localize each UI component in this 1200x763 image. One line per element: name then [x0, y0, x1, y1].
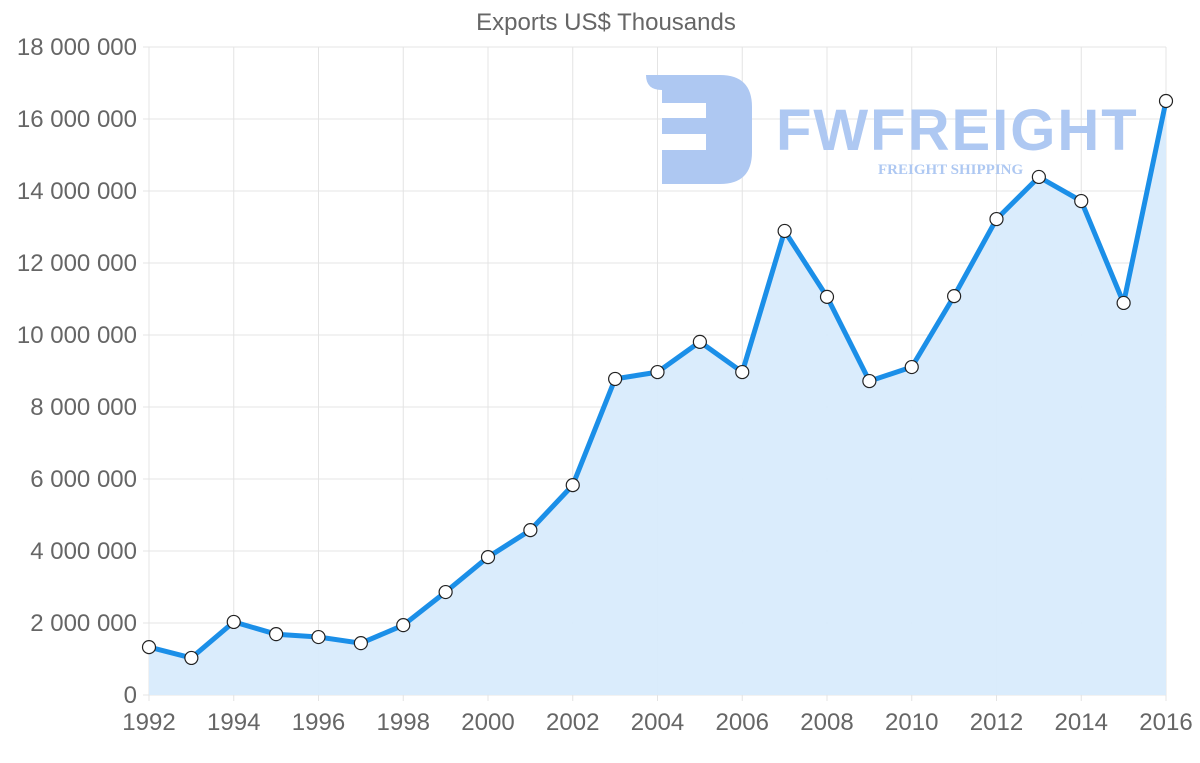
data-point[interactable] [692, 334, 707, 349]
watermark-brand: FWFREIGHT [776, 98, 1139, 163]
data-point[interactable] [184, 650, 199, 666]
data-point[interactable] [989, 211, 1004, 227]
x-tick-label: 1996 [292, 709, 345, 736]
data-point[interactable] [226, 614, 241, 630]
x-tick-label: 1992 [122, 709, 175, 736]
x-tick-label: 2012 [970, 709, 1023, 736]
y-tick-label: 12 000 000 [17, 250, 137, 277]
x-tick-label: 2006 [716, 709, 769, 736]
data-point[interactable] [862, 373, 877, 389]
data-point[interactable] [480, 550, 496, 565]
data-point[interactable] [904, 359, 919, 375]
x-tick-label: 2002 [546, 709, 599, 736]
y-tick-label: 0 [124, 682, 137, 709]
y-tick-label: 14 000 000 [17, 178, 137, 205]
data-point[interactable] [523, 523, 538, 538]
chart-title: Exports US$ Thousands [476, 9, 736, 36]
data-point[interactable] [438, 584, 453, 600]
data-point[interactable] [650, 364, 665, 380]
watermark-logo: FWFREIGHT FREIGHT SHIPPING [646, 75, 1139, 184]
data-point[interactable] [1116, 295, 1131, 311]
data-points [141, 93, 1174, 666]
data-point[interactable] [777, 223, 792, 239]
y-tick-label: 16 000 000 [17, 106, 137, 133]
data-point[interactable] [269, 627, 284, 642]
data-point[interactable] [1031, 169, 1046, 185]
data-point[interactable] [353, 636, 368, 651]
data-point[interactable] [819, 289, 835, 304]
x-tick-label: 2014 [1055, 709, 1108, 736]
y-tick-label: 10 000 000 [17, 322, 137, 349]
area-fill [149, 101, 1166, 695]
x-tick-label: 2016 [1139, 709, 1192, 736]
x-axis: 1992 1994 1996 1998 2000 2002 2004 2006 2008 2010… [122, 709, 1192, 736]
data-point[interactable] [1074, 193, 1089, 209]
data-point[interactable] [311, 629, 326, 645]
x-tick-label: 2000 [461, 709, 514, 736]
data-point[interactable] [141, 640, 157, 655]
y-tick-label: 18 000 000 [17, 34, 137, 61]
x-tick-label: 2008 [800, 709, 853, 736]
fw-logo-icon [646, 75, 752, 184]
data-point[interactable] [1158, 93, 1174, 109]
data-point[interactable] [396, 618, 411, 633]
data-point[interactable] [565, 478, 580, 493]
y-tick-label: 2 000 000 [30, 610, 137, 637]
y-tick-label: 6 000 000 [30, 466, 137, 493]
y-tick-label: 4 000 000 [30, 538, 137, 565]
x-tick-label: 1998 [377, 709, 430, 736]
x-tick-label: 2004 [631, 709, 684, 736]
watermark-tagline: FREIGHT SHIPPING [878, 162, 1023, 178]
data-point[interactable] [735, 364, 750, 380]
y-tick-label: 8 000 000 [30, 394, 137, 421]
x-tick-label: 2010 [885, 709, 938, 736]
data-point[interactable] [608, 371, 623, 387]
x-tick-label: 1994 [207, 709, 260, 736]
data-point[interactable] [947, 289, 962, 304]
y-axis: 0 2 000 000 4 000 000 6 000 000 8 000 000 10 … [17, 34, 137, 709]
